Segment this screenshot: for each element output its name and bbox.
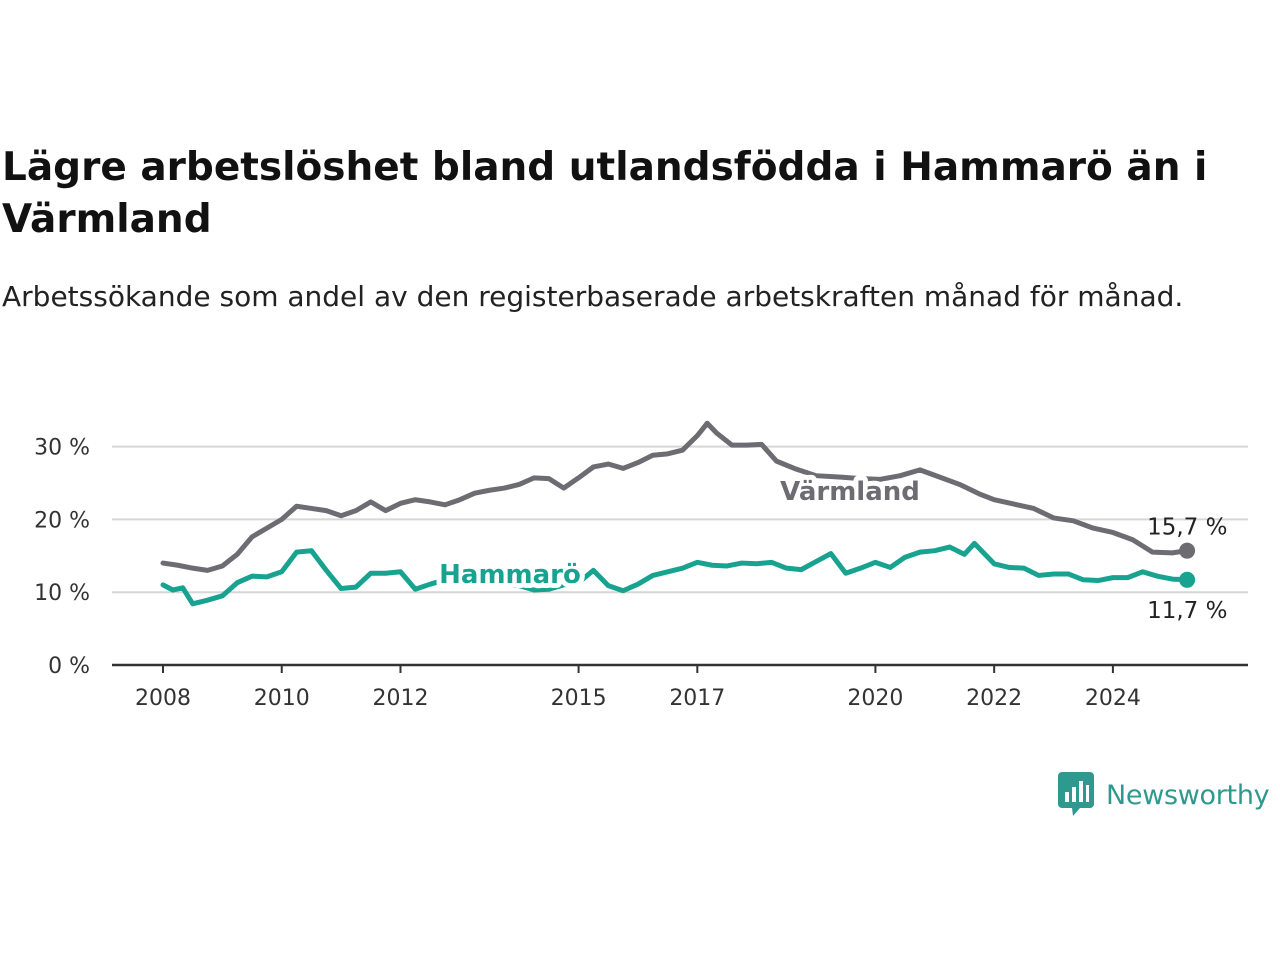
x-tick-label: 2010	[254, 686, 310, 711]
chart-subtitle: Arbetssökande som andel av den registerb…	[2, 280, 1184, 313]
x-tick-label: 2012	[372, 686, 428, 711]
x-tick-label: 2020	[847, 686, 903, 711]
series-line-värmland	[160, 420, 1190, 573]
x-axis-ticks: 2008 2010 2012 2015 2017 2020 2022 2024	[135, 665, 1141, 711]
y-tick-label: 20 %	[34, 508, 90, 533]
series-label-halo: Värmland	[780, 477, 920, 507]
newsworthy-logo: Newsworthy	[1058, 772, 1270, 818]
series-line-hammarö	[160, 540, 1190, 607]
y-tick-label: 0 %	[48, 654, 90, 679]
y-tick-label: 30 %	[34, 436, 90, 461]
x-tick-label: 2015	[551, 686, 607, 711]
chart-title: Lägre arbetslöshet bland utlandsfödda i …	[2, 145, 1208, 242]
series-end-marker	[1179, 542, 1196, 559]
x-tick-label: 2022	[966, 686, 1022, 711]
x-tick-label: 2024	[1085, 686, 1141, 711]
series-label: Hammarö	[439, 560, 581, 590]
brand-name: Newsworthy	[1106, 779, 1270, 811]
newsworthy-logo-icon	[1058, 772, 1094, 816]
x-tick-label: 2008	[135, 686, 191, 711]
series-lines	[160, 420, 1196, 607]
y-axis-ticks: 0 % 10 % 20 % 30 %	[34, 436, 90, 679]
x-tick-label: 2017	[669, 686, 725, 711]
series-label: Värmland	[780, 477, 920, 507]
series-label-halo: Hammarö	[439, 560, 581, 590]
series-end-marker	[1179, 571, 1196, 588]
end-value-label: 15,7 %	[1147, 515, 1227, 541]
y-tick-label: 10 %	[34, 581, 90, 606]
end-value-label: 11,7 %	[1147, 598, 1227, 624]
